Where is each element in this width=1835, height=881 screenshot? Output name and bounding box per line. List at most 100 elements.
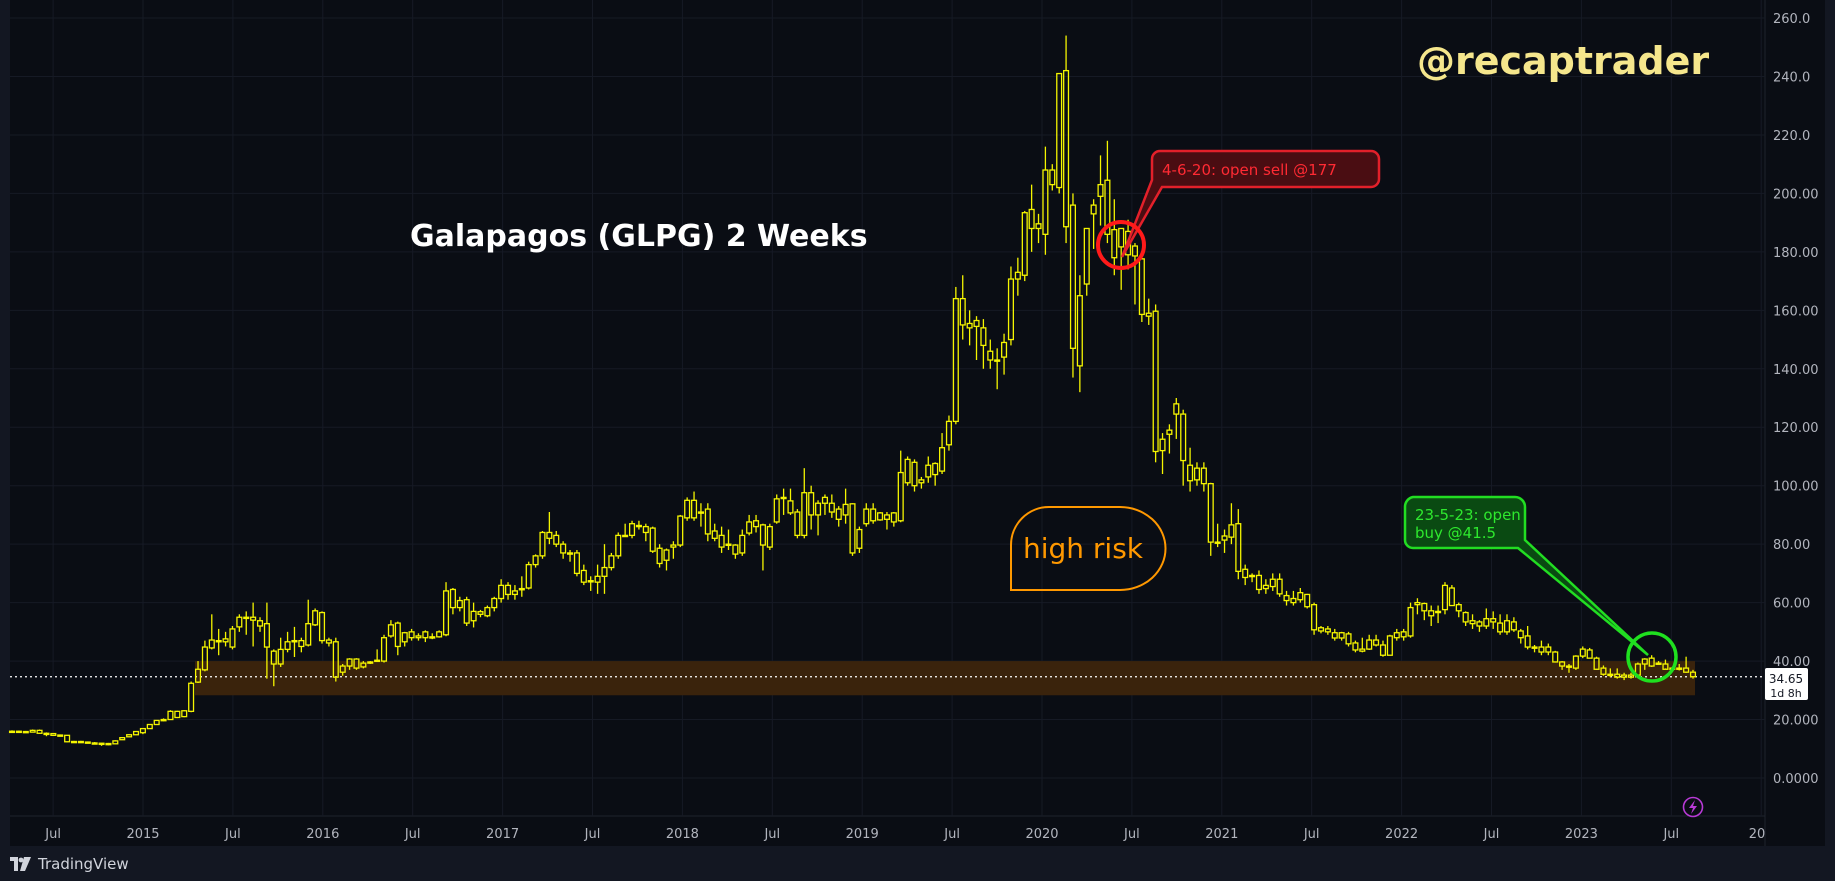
candle-body bbox=[1297, 592, 1304, 601]
candle bbox=[1221, 529, 1228, 553]
candle bbox=[1469, 614, 1476, 629]
candle bbox=[566, 550, 574, 562]
candle-body bbox=[277, 648, 284, 665]
candle-body bbox=[987, 350, 994, 361]
candle bbox=[1235, 509, 1242, 580]
last-price-value: 34.65 bbox=[1769, 672, 1803, 686]
y-tick-label: 220.0 bbox=[1773, 129, 1810, 144]
candles bbox=[8, 35, 1697, 746]
candle bbox=[1249, 573, 1256, 583]
candle bbox=[1572, 655, 1579, 670]
candle-body bbox=[856, 528, 863, 549]
candle bbox=[477, 609, 484, 618]
candle bbox=[1104, 140, 1111, 244]
candle-body bbox=[518, 587, 525, 591]
candle bbox=[284, 631, 291, 653]
candle-body bbox=[1593, 657, 1600, 670]
candle-body bbox=[1290, 597, 1297, 604]
candle-body bbox=[801, 492, 808, 537]
candle bbox=[987, 339, 994, 369]
candle bbox=[1214, 523, 1221, 548]
candle bbox=[1510, 617, 1517, 632]
candle-body bbox=[208, 639, 215, 649]
candle-body bbox=[739, 534, 746, 554]
candle-body bbox=[91, 742, 98, 745]
candle bbox=[1283, 590, 1290, 606]
candle-body bbox=[1386, 635, 1393, 656]
candle bbox=[587, 576, 594, 591]
candle-body bbox=[1490, 618, 1497, 623]
candle bbox=[1152, 304, 1159, 463]
candle bbox=[945, 415, 953, 451]
candle-body bbox=[1262, 584, 1269, 590]
candle bbox=[491, 596, 498, 612]
candle-body bbox=[1379, 644, 1387, 656]
candle-body bbox=[952, 297, 959, 423]
candle bbox=[1255, 570, 1263, 594]
high-risk-callout[interactable]: high risk bbox=[1010, 506, 1167, 591]
candle-body bbox=[1311, 604, 1318, 631]
candle-body bbox=[1455, 604, 1462, 612]
candle bbox=[1304, 593, 1311, 609]
candle bbox=[1262, 579, 1269, 594]
candle-body bbox=[174, 710, 181, 719]
candle-body bbox=[188, 682, 195, 713]
candle bbox=[863, 503, 870, 527]
candle bbox=[463, 596, 470, 627]
candle-body bbox=[1242, 568, 1249, 579]
candle bbox=[704, 503, 711, 542]
candle-body bbox=[994, 359, 1001, 362]
candle-body bbox=[263, 623, 270, 648]
x-tick-label: 2020 bbox=[1025, 827, 1058, 842]
candle bbox=[1565, 664, 1573, 673]
y-tick-label: 140.00 bbox=[1773, 363, 1819, 378]
sell-circle-marker[interactable] bbox=[1096, 220, 1146, 270]
candle-body bbox=[849, 503, 856, 554]
bar-countdown: 1d 8h bbox=[1770, 687, 1801, 700]
x-tick-label: Jul bbox=[1303, 827, 1320, 842]
candle bbox=[325, 637, 332, 647]
candle bbox=[174, 710, 181, 719]
price-axis[interactable]: 260.0 240.0 220.0 200.00 180.00 160.00 140.00 1… bbox=[1773, 12, 1819, 787]
candle-body bbox=[1090, 204, 1097, 215]
candle-body bbox=[980, 327, 987, 347]
time-axis[interactable]: Jul 2015 Jul 2016 Jul 2017 Jul 2018 Jul 2019 Jul 20… bbox=[44, 827, 1773, 842]
candle bbox=[256, 617, 264, 632]
x-tick-label: 2016 bbox=[306, 827, 339, 842]
candle-body bbox=[1572, 655, 1579, 669]
candle-body bbox=[139, 727, 146, 734]
candle-body bbox=[1007, 278, 1015, 341]
candle-body bbox=[1249, 574, 1256, 578]
candle bbox=[298, 637, 305, 653]
candle-body bbox=[1462, 611, 1469, 623]
candle bbox=[98, 742, 105, 746]
candle bbox=[718, 526, 725, 553]
candle-body bbox=[1366, 639, 1373, 650]
candle-body bbox=[367, 661, 374, 664]
x-tick-label: 2022 bbox=[1385, 827, 1418, 842]
candle-body bbox=[1676, 667, 1683, 670]
sell-callout[interactable]: 4-6-20: open sell @177 bbox=[1120, 149, 1381, 258]
x-tick-label: Jul bbox=[404, 827, 421, 842]
candle bbox=[966, 310, 973, 346]
candle-body bbox=[1118, 227, 1125, 248]
lightning-icon[interactable] bbox=[1682, 796, 1704, 818]
candle bbox=[1193, 462, 1201, 486]
candle-body bbox=[1621, 674, 1628, 678]
candle bbox=[194, 661, 202, 684]
candle bbox=[91, 742, 98, 745]
candle-body bbox=[697, 511, 704, 514]
candle-body bbox=[704, 508, 711, 535]
buy-circle-marker[interactable] bbox=[1626, 631, 1678, 683]
tradingview-footer[interactable]: TradingView bbox=[10, 852, 129, 876]
buy-callout[interactable]: 23-5-23: open buy @41.5 bbox=[1403, 495, 1649, 656]
candle bbox=[815, 500, 822, 536]
candle bbox=[415, 633, 422, 641]
candle-body bbox=[1111, 228, 1118, 259]
candle bbox=[1441, 582, 1449, 615]
candle-body bbox=[360, 662, 367, 668]
candle-body bbox=[725, 543, 732, 547]
candle-body bbox=[594, 575, 601, 583]
candle-body bbox=[401, 632, 408, 643]
